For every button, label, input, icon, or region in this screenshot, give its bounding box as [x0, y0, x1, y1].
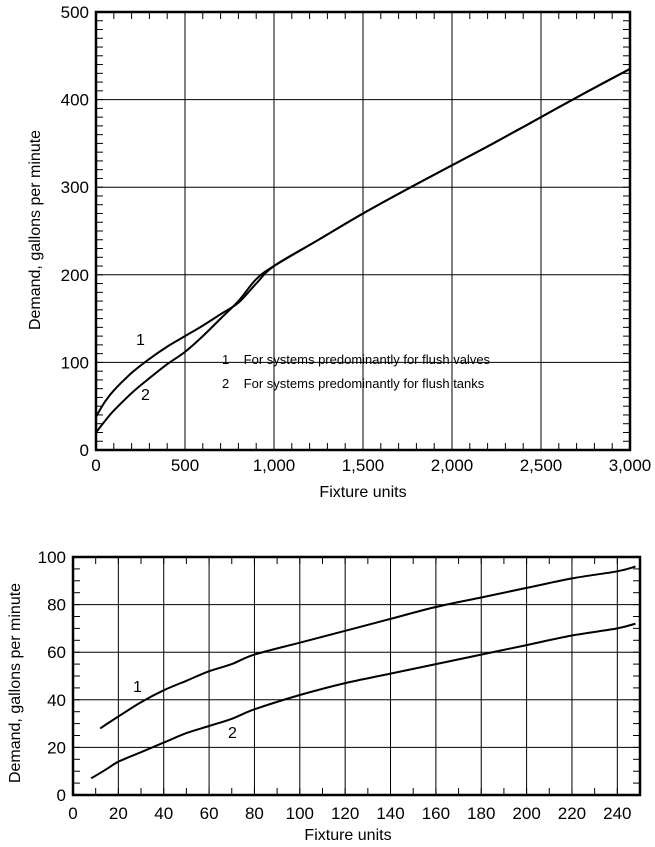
bottom-chart-x-tick-label-0: 0: [68, 804, 77, 823]
bottom-chart-x-tick-label-4: 80: [245, 804, 264, 823]
bottom-chart-y-tick-label-0: 0: [57, 786, 66, 805]
bottom-chart-x-tick-label-11: 220: [558, 804, 586, 823]
top-chart-y-tick-label-5: 500: [61, 3, 89, 22]
bottom-chart: 0 20 40 60 80 100 120 140 160 180 200 220 240 020406…: [7, 548, 642, 844]
top-chart-x-tick-label-5: 2,500: [520, 456, 563, 475]
top-chart-y-tick-labels: 0 100 200 300 400 500: [61, 3, 89, 460]
top-chart-series: [95, 68, 631, 434]
top-chart-x-tick-label-6: 3,000: [609, 456, 652, 475]
bottom-chart-x-tick-label-12: 240: [603, 804, 631, 823]
top-chart-y-tick-label-1: 100: [61, 353, 89, 372]
bottom-chart-y-tick-label-1: 20: [47, 738, 66, 757]
top-chart-legend-line-2: 2 For systems predominantly for flush ta…: [222, 376, 485, 391]
top-chart-frame: [94, 10, 632, 452]
bottom-chart-y-tick-label-2: 40: [47, 691, 66, 710]
bottom-chart-curve-label-2: 2: [228, 725, 237, 742]
top-chart-x-tick-label-0: 0: [91, 456, 100, 475]
bottom-chart-y-tick-labels: 0 20 40 60 80 100: [38, 548, 66, 805]
bottom-chart-y-tick-label-5: 100: [38, 548, 66, 567]
bottom-chart-series-2-line: [90, 622, 636, 780]
top-chart-x-tick-label-1: 500: [171, 456, 199, 475]
top-chart-curve-label-1: 1: [136, 332, 145, 349]
bottom-chart-x-tick-label-9: 180: [467, 804, 495, 823]
bottom-chart-y-tick-label-3: 60: [47, 643, 66, 662]
bottom-chart-curve-label-1: 1: [133, 679, 142, 696]
bottom-chart-x-tick-labels: 0 20 40 60 80 100 120 140 160 180 200 220 240: [68, 804, 631, 823]
bottom-chart-x-tick-label-1: 20: [109, 804, 128, 823]
top-chart-y-tick-label-4: 400: [61, 91, 89, 110]
bottom-chart-minor-ticks: [72, 556, 641, 796]
bottom-chart-x-tick-label-2: 40: [154, 804, 173, 823]
top-chart-y-tick-label-3: 300: [61, 178, 89, 197]
bottom-chart-x-tick-label-10: 200: [512, 804, 540, 823]
top-chart: 0 500 1,000 1,500 2,000 2,500 3,000 0 100 200 300…: [27, 3, 651, 501]
top-chart-series-2-line: [95, 68, 631, 434]
top-chart-y-tick-label-0: 0: [80, 441, 89, 460]
bottom-chart-frame: [71, 555, 642, 797]
bottom-chart-series: [90, 565, 636, 780]
top-chart-y-tick-label-2: 200: [61, 266, 89, 285]
bottom-chart-x-axis-title: Fixture units: [304, 827, 391, 844]
top-chart-legend-line-1: 1 For systems predominantly for flush va…: [222, 352, 491, 367]
bottom-chart-y-tick-label-4: 80: [47, 596, 66, 615]
top-chart-x-tick-labels: 0 500 1,000 1,500 2,000 2,500 3,000: [91, 456, 651, 475]
top-chart-y-axis-title: Demand, gallons per minute: [27, 130, 44, 330]
bottom-chart-x-tick-label-3: 60: [200, 804, 219, 823]
bottom-chart-series-1-line: [99, 565, 636, 730]
bottom-chart-x-tick-label-8: 160: [422, 804, 450, 823]
top-chart-x-tick-label-4: 2,000: [431, 456, 474, 475]
bottom-chart-y-axis-title: Demand, gallons per minute: [7, 583, 24, 783]
bottom-chart-x-tick-label-6: 120: [331, 804, 359, 823]
top-chart-x-tick-label-3: 1,500: [342, 456, 385, 475]
top-chart-x-axis-title: Fixture units: [319, 484, 406, 501]
bottom-chart-x-tick-label-7: 140: [376, 804, 404, 823]
top-chart-curve-label-2: 2: [141, 387, 150, 404]
bottom-chart-x-tick-label-5: 100: [286, 804, 314, 823]
top-chart-x-tick-label-2: 1,000: [253, 456, 296, 475]
bottom-chart-grid: [72, 556, 640, 796]
